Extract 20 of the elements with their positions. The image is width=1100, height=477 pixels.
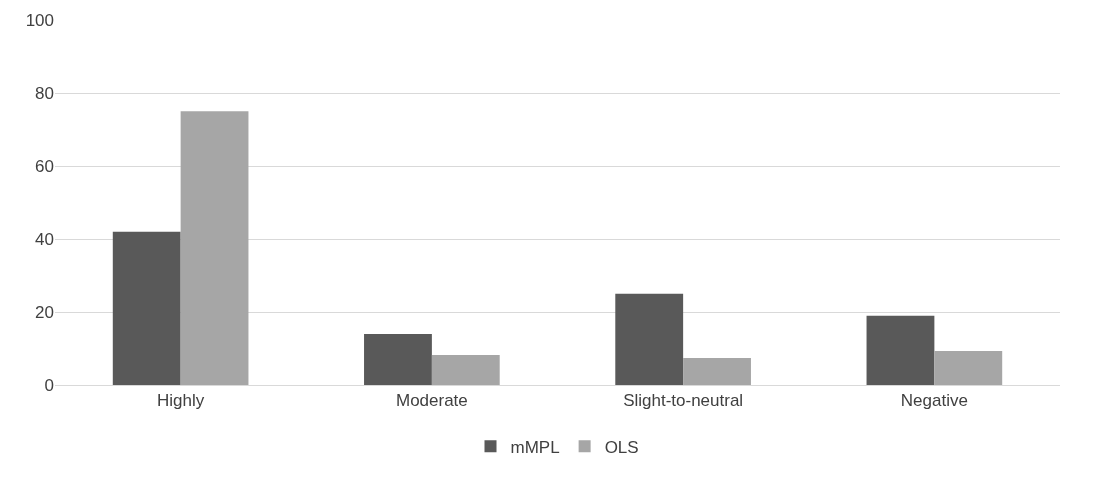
y-tick-label: 100 — [25, 10, 54, 30]
bar — [180, 111, 249, 385]
x-tick-label: Negative — [900, 391, 968, 411]
bar — [112, 231, 181, 385]
bar — [431, 355, 500, 385]
bar — [866, 315, 935, 385]
y-tick-label: 80 — [35, 83, 54, 103]
legend-label: mMPL — [510, 437, 560, 457]
bar — [934, 351, 1003, 385]
x-tick-label: Highly — [157, 391, 205, 411]
x-tick-label: Slight-to-neutral — [623, 391, 744, 411]
bar — [364, 333, 432, 385]
y-tick-label: 40 — [35, 229, 54, 249]
y-tick-label: 0 — [44, 375, 54, 395]
bar — [683, 357, 751, 385]
x-tick-label: Moderate — [395, 391, 468, 411]
y-tick-label: 60 — [35, 156, 54, 176]
bar — [615, 293, 684, 385]
legend-label: OLS — [604, 437, 639, 457]
y-tick-label: 20 — [35, 302, 54, 322]
